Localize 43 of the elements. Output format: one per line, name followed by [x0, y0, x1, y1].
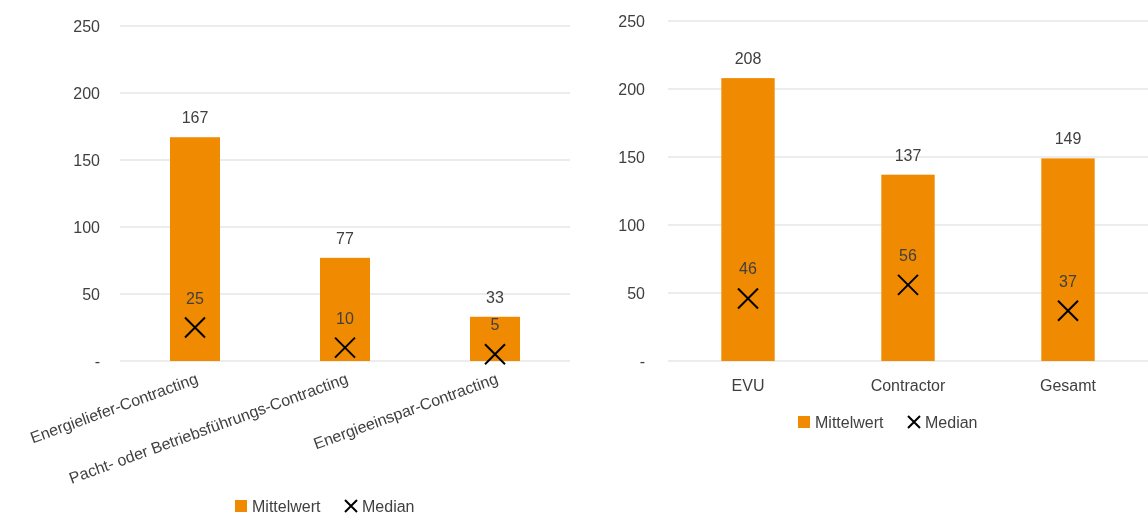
data-label: 208: [734, 50, 762, 68]
data-label: 33: [486, 288, 504, 306]
point: [184, 316, 206, 339]
x-tick-label: EVU: [731, 377, 765, 394]
y-tick-label: 100: [73, 218, 101, 236]
data-label: 37: [1059, 272, 1077, 290]
point: [334, 336, 356, 359]
legend-label: Median: [925, 414, 978, 431]
x-tick-label: Gesamt: [1039, 377, 1097, 394]
data-label: 46: [739, 260, 757, 278]
x-tick-label: Contractor: [870, 377, 947, 394]
legend-label: Median: [362, 498, 415, 515]
point: [897, 273, 919, 296]
data-label: 77: [336, 229, 354, 247]
data-label: 137: [894, 146, 922, 164]
y-tick-label: 250: [73, 17, 101, 35]
data-label: 25: [186, 289, 204, 307]
y-tick-label: -: [639, 352, 645, 370]
bar: [470, 316, 520, 361]
y-tick-label: 150: [618, 148, 646, 166]
data-label: 5: [490, 316, 500, 334]
bar: [881, 174, 935, 361]
point: [737, 287, 759, 310]
point: [484, 343, 506, 366]
y-tick-label: 100: [618, 216, 646, 234]
y-tick-label: 200: [618, 80, 646, 98]
y-tick-label: -: [94, 352, 100, 370]
bar: [170, 137, 220, 361]
data-label: 10: [336, 309, 354, 327]
y-tick-label: 50: [627, 284, 646, 302]
point: [1057, 299, 1079, 322]
data-label: 149: [1054, 130, 1082, 148]
y-tick-label: 250: [618, 12, 646, 30]
bar: [1041, 158, 1095, 361]
data-label: 167: [181, 109, 209, 127]
y-tick-label: 200: [73, 84, 101, 102]
y-tick-label: 50: [82, 285, 101, 303]
data-label: 56: [899, 246, 917, 264]
legend-label: Mittelwert: [252, 498, 322, 515]
bar: [721, 78, 775, 361]
legend-label: Mittelwert: [815, 414, 885, 431]
y-tick-label: 150: [73, 151, 101, 169]
bar: [320, 257, 370, 361]
